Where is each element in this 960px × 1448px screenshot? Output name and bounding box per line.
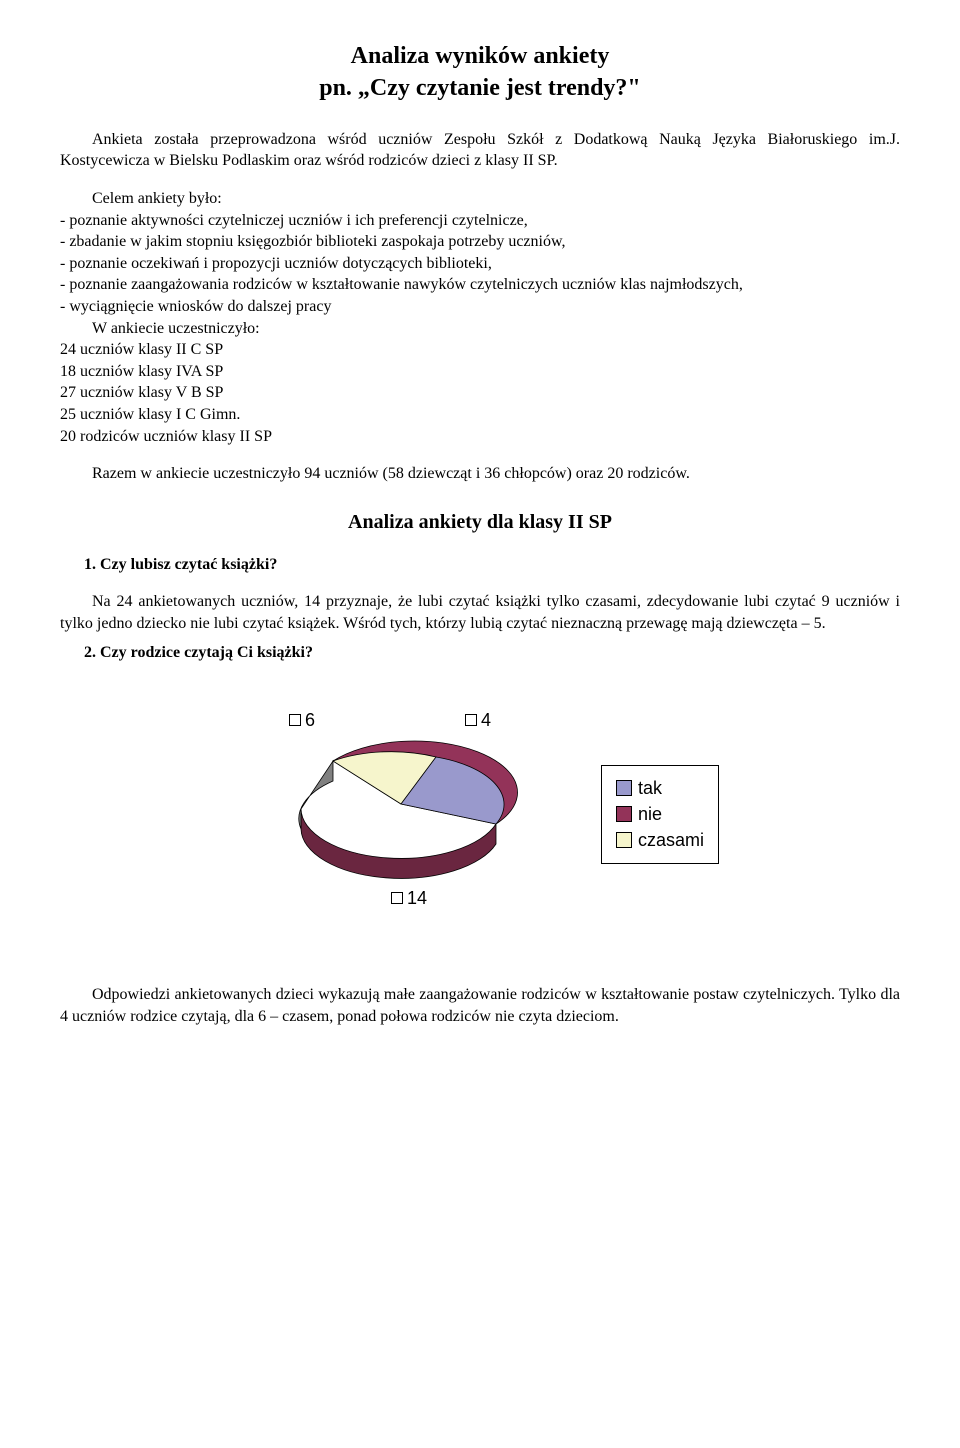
chart-legend: tak nie czasami: [601, 765, 719, 864]
question-1-heading: 1. Czy lubisz czytać książki?: [84, 554, 900, 576]
uczest-label: W ankiecie uczestniczyło:: [60, 318, 900, 340]
uczest-item: 20 rodziców uczniów klasy II SP: [60, 426, 900, 448]
pie-value-tak: 4: [481, 708, 491, 732]
cel-item: - wyciągnięcie wniosków do dalszej pracy: [60, 296, 900, 318]
cel-item: - poznanie oczekiwań i propozycji ucznió…: [60, 253, 900, 275]
cel-item: - zbadanie w jakim stopniu księgozbiór b…: [60, 231, 900, 253]
title-line-1: Analiza wyników ankiety: [60, 40, 900, 72]
pie-chart-region: 6 4 14 tak nie czasami: [60, 714, 900, 914]
pie-side-nie: [301, 809, 496, 878]
legend-label-tak: tak: [638, 776, 662, 800]
cel-item: - poznanie zaangażowania rodziców w kszt…: [60, 274, 900, 296]
question-2-heading: 2. Czy rodzice czytają Ci książki?: [84, 642, 900, 664]
intro-paragraph: Ankieta została przeprowadzona wśród ucz…: [60, 129, 900, 172]
legend-swatch-nie: [616, 806, 632, 822]
pie-value-nie: 14: [407, 886, 427, 910]
question-1-text: Na 24 ankietowanych uczniów, 14 przyznaj…: [60, 591, 900, 634]
title-line-2: pn. „Czy czytanie jest trendy?": [60, 72, 900, 104]
uczest-item: 25 uczniów klasy I C Gimn.: [60, 404, 900, 426]
uczest-item: 24 uczniów klasy II C SP: [60, 339, 900, 361]
legend-label-nie: nie: [638, 802, 662, 826]
pie-label-nie: 14: [391, 886, 427, 910]
uczest-item: 27 uczniów klasy V B SP: [60, 382, 900, 404]
uczest-item: 18 uczniów klasy IVA SP: [60, 361, 900, 383]
pie-side-czasami: [299, 761, 333, 829]
legend-item-czasami: czasami: [616, 828, 704, 852]
cel-label: Celem ankiety było:: [60, 188, 900, 210]
legend-swatch-tak: [616, 780, 632, 796]
pie-label-czasami: 6: [289, 708, 315, 732]
closing-paragraph: Odpowiedzi ankietowanych dzieci wykazują…: [60, 984, 900, 1027]
pie-chart-svg: [241, 714, 561, 914]
section-heading: Analiza ankiety dla klasy II SP: [60, 509, 900, 536]
page-title: Analiza wyników ankiety pn. „Czy czytani…: [60, 40, 900, 105]
pie-chart: 6 4 14: [241, 714, 561, 914]
legend-label-czasami: czasami: [638, 828, 704, 852]
label-marker-icon: [465, 714, 477, 726]
legend-item-tak: tak: [616, 776, 704, 800]
razem-paragraph: Razem w ankiecie uczestniczyło 94 ucznió…: [60, 463, 900, 485]
pie-label-tak: 4: [465, 708, 491, 732]
cel-item: - poznanie aktywności czytelniczej uczni…: [60, 210, 900, 232]
pie-value-czasami: 6: [305, 708, 315, 732]
legend-swatch-czasami: [616, 832, 632, 848]
label-marker-icon: [391, 892, 403, 904]
label-marker-icon: [289, 714, 301, 726]
legend-item-nie: nie: [616, 802, 704, 826]
